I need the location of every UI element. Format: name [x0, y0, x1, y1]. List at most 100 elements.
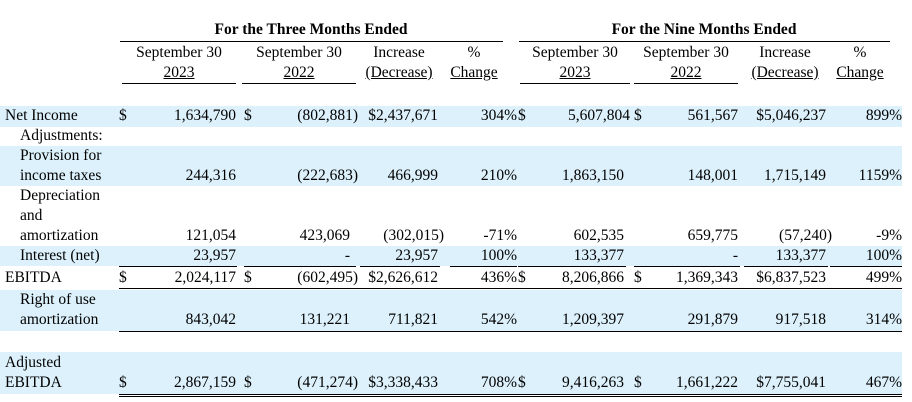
cell-adjusted-ebitda-q3-pct: 708%	[480, 374, 517, 391]
cell-adjusted-ebitda-9m-2022: 1,661,222	[676, 374, 738, 391]
band-adjusted-ebitda	[0, 352, 902, 394]
three-months-rule	[120, 41, 503, 42]
cell-rou-q3-2023: 843,042	[185, 311, 236, 328]
band-provision	[0, 146, 902, 186]
band-net-income	[0, 106, 902, 127]
cell-interest-9m-increase: 133,377	[775, 247, 826, 264]
col-header-q3-2023-line2: 2023	[163, 64, 195, 81]
currency-symbol: $	[119, 269, 127, 286]
col-header-q3-2022-line1: September 30	[256, 44, 342, 61]
currency-symbol: $	[634, 107, 642, 124]
row-label-adjusted-ebitda-line1: Adjusted	[5, 354, 61, 371]
row-label-depreciation-line2: and	[20, 207, 43, 224]
col-header-rule-q3-2022	[242, 83, 356, 84]
cell-adjusted-ebitda-q3-2023: 2,867,159	[174, 374, 236, 391]
currency-symbol: $	[634, 269, 642, 286]
cell-interest-9m-2023: 133,377	[573, 247, 624, 264]
currency-symbol: $	[518, 374, 526, 391]
cell-provision-9m-pct: 1159%	[858, 167, 902, 184]
col-header-q3-2022-line2: 2022	[283, 64, 315, 81]
col-header-9m-pct-line1: %	[853, 44, 867, 61]
cell-net-income-9m-2022: 561,567	[687, 107, 738, 124]
cell-depreciation-q3-increase: (302,015)	[383, 227, 444, 244]
cell-rou-q3-increase: 711,821	[388, 311, 438, 328]
cell-ebitda-q3-pct: 436%	[480, 269, 517, 286]
cell-depreciation-9m-pct: -9%	[876, 227, 902, 244]
subtotal-rule-q3-pct	[450, 266, 517, 267]
row-label-depreciation-line1: Depreciation	[20, 187, 101, 204]
col-header-9m-2022-line1: September 30	[643, 44, 729, 61]
col-header-q3-increase-line2: (Decrease)	[365, 64, 433, 81]
cell-provision-q3-2023: 244,316	[185, 167, 236, 184]
row-label-adjustments: Adjustments:	[20, 127, 103, 144]
cell-depreciation-q3-2023: 121,054	[185, 227, 236, 244]
cell-ebitda-q3-2022: (602,495)	[297, 269, 358, 286]
col-header-q3-pct-line2: Change	[450, 64, 498, 81]
currency-symbol: $	[119, 107, 127, 124]
subtotal-rule-q3-2022	[244, 266, 356, 267]
row-label-rou-line2: amortization	[20, 311, 99, 328]
cell-adjusted-ebitda-9m-increase: $7,755,041	[756, 374, 826, 391]
cell-provision-9m-2022: 148,001	[687, 167, 738, 184]
col-header-q3-pct-line1: %	[467, 44, 481, 61]
cell-net-income-q3-increase: $2,437,671	[368, 107, 438, 124]
row-label-rou-line1: Right of use	[20, 291, 96, 308]
col-header-9m-increase-line1: Increase	[759, 44, 811, 61]
cell-net-income-q3-2022: (802,881)	[297, 107, 358, 124]
row-label-adjusted-ebitda-line2: EBITDA	[5, 374, 62, 391]
currency-symbol: $	[244, 374, 252, 391]
cell-rou-q3-2022: 131,221	[299, 311, 350, 328]
cell-interest-q3-2022: -	[344, 247, 350, 264]
col-header-9m-2023-line2: 2023	[559, 64, 591, 81]
col-header-q3-2023-line1: September 30	[136, 44, 222, 61]
row-label-provision-line2: income taxes	[20, 167, 102, 184]
cell-net-income-9m-pct: 899%	[865, 107, 902, 124]
cell-rou-9m-increase: 917,518	[775, 311, 826, 328]
cell-rou-q3-pct: 542%	[480, 311, 517, 328]
cell-depreciation-9m-2023: 602,535	[573, 227, 624, 244]
cell-provision-9m-increase: 1,715,149	[764, 167, 826, 184]
ebitda-bottom-rule	[119, 288, 902, 289]
cell-interest-q3-2023: 23,957	[193, 247, 236, 264]
col-header-rule-9m-2022	[634, 83, 738, 84]
adjusted-ebitda-double-rule	[119, 394, 902, 397]
cell-net-income-9m-increase: $5,046,237	[756, 107, 826, 124]
col-header-q3-increase-line1: Increase	[373, 44, 425, 61]
cell-ebitda-9m-2023: 8,206,866	[562, 269, 624, 286]
cell-rou-9m-2022: 291,879	[687, 311, 738, 328]
cell-net-income-q3-pct: 304%	[480, 107, 517, 124]
rou-bottom-rule	[119, 331, 902, 332]
cell-provision-q3-pct: 210%	[480, 167, 517, 184]
cell-ebitda-9m-increase: $6,837,523	[756, 269, 826, 286]
cell-depreciation-9m-increase: (57,240)	[779, 227, 832, 244]
nine-months-title: For the Nine Months Ended	[611, 21, 797, 38]
currency-symbol: $	[244, 269, 252, 286]
cell-adjusted-ebitda-q3-increase: $3,338,433	[368, 374, 438, 391]
subtotal-rule-q3-increase	[360, 266, 440, 267]
subtotal-rule-q3-2023	[119, 266, 237, 267]
cell-net-income-q3-2023: 1,634,790	[174, 107, 236, 124]
cell-depreciation-q3-pct: -71%	[483, 227, 517, 244]
currency-symbol: $	[518, 269, 526, 286]
currency-symbol: $	[518, 107, 526, 124]
col-header-9m-2023-line1: September 30	[532, 44, 618, 61]
row-label-net-income: Net Income	[5, 107, 78, 124]
cell-interest-9m-2022: -	[732, 247, 738, 264]
currency-symbol: $	[244, 107, 252, 124]
subtotal-rule-9m-pct	[830, 266, 902, 267]
currency-symbol: $	[634, 374, 642, 391]
cell-rou-9m-pct: 314%	[865, 311, 902, 328]
cell-provision-9m-2023: 1,863,150	[562, 167, 624, 184]
band-interest	[0, 246, 902, 266]
cell-adjusted-ebitda-9m-pct: 467%	[865, 374, 902, 391]
cell-interest-q3-increase: 23,957	[395, 247, 438, 264]
col-header-rule-q3-2023	[122, 83, 236, 84]
cell-interest-9m-pct: 100%	[865, 247, 902, 264]
cell-ebitda-9m-pct: 499%	[865, 269, 902, 286]
cell-provision-q3-2022: (222,683)	[297, 167, 358, 184]
cell-ebitda-9m-2022: 1,369,343	[676, 269, 738, 286]
subtotal-rule-9m-increase	[744, 266, 828, 267]
cell-depreciation-q3-2022: 423,069	[299, 227, 350, 244]
row-label-interest: Interest (net)	[20, 247, 100, 264]
